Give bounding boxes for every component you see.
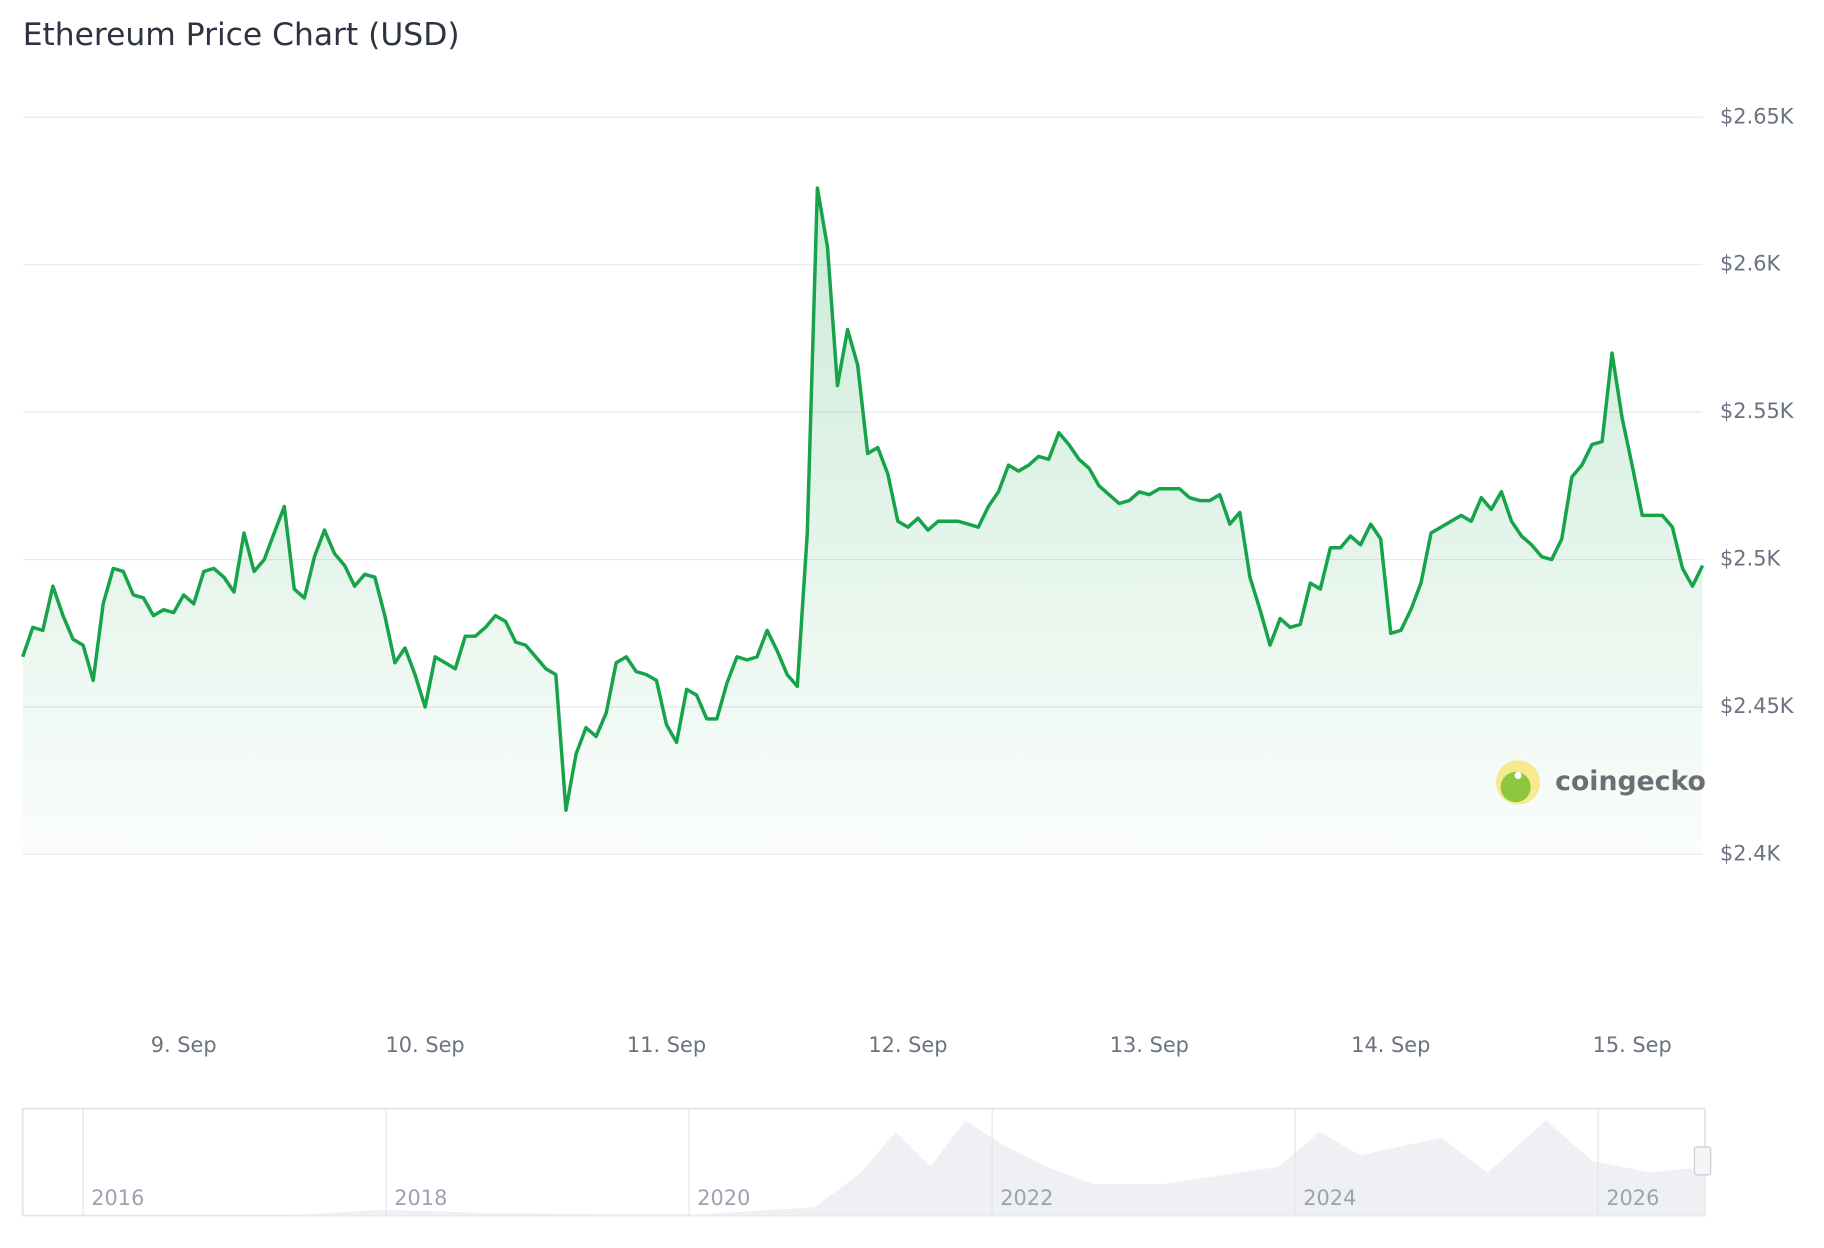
y-tick-label: $2.5K <box>1720 547 1781 571</box>
watermark: coingecko <box>1495 760 1706 805</box>
x-axis: 9. Sep 10. Sep 11. Sep 12. Sep 13. Sep 14. Se… <box>151 1033 1672 1057</box>
plot <box>21 186 1705 855</box>
navigator-label: 2018 <box>394 1186 447 1210</box>
navigator-label: 2026 <box>1606 1186 1659 1210</box>
y-tick-label: $2.4K <box>1720 841 1781 865</box>
navigator: 2016 2018 2020 2022 2024 2026 <box>21 1107 1712 1217</box>
x-tick-label: 11. Sep <box>627 1033 706 1057</box>
y-tick-label: $2.45K <box>1720 694 1795 718</box>
x-tick-label: 9. Sep <box>151 1033 217 1057</box>
x-tick-label: 12. Sep <box>868 1033 947 1057</box>
navigator-label: 2022 <box>1000 1186 1053 1210</box>
navigator-area <box>280 1120 1705 1216</box>
navigator-handle[interactable] <box>1693 1146 1712 1176</box>
area <box>22 188 1703 855</box>
y-tick-label: $2.6K <box>1720 252 1781 276</box>
watermark-text: coingecko <box>1555 766 1706 797</box>
x-tick-label: 10. Sep <box>385 1033 464 1057</box>
navigator-label: 2016 <box>91 1186 144 1210</box>
x-tick-label: 15. Sep <box>1593 1033 1672 1057</box>
y-tick-label: $2.55K <box>1720 399 1795 423</box>
x-tick-label: 13. Sep <box>1110 1033 1189 1057</box>
chart-title: Ethereum Price Chart (USD) <box>23 17 460 53</box>
navigator-label: 2020 <box>697 1186 750 1210</box>
x-tick-label: 14. Sep <box>1351 1033 1430 1057</box>
y-tick-label: $2.65K <box>1720 104 1795 128</box>
price-line <box>21 186 1705 812</box>
navigator-label: 2024 <box>1303 1186 1356 1210</box>
